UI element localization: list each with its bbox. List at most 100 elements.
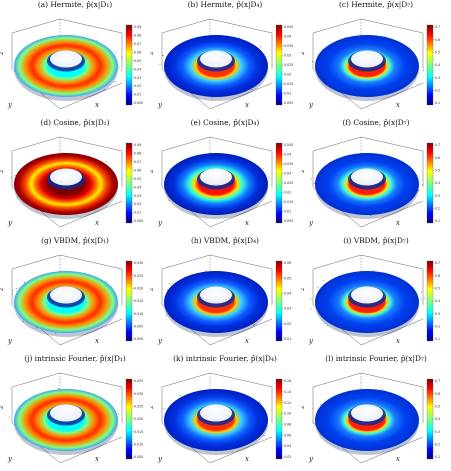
colorbar-tick-label: 0.000	[134, 337, 143, 341]
colorbar-tick-label: 0.005	[134, 455, 143, 459]
torus-density-plot: y x z 0.035 0.030 0.025 0.020 0.015 0.010 0.005	[0, 372, 143, 464]
panel-caption: (c) Hermite, p̂(x|D₇)	[338, 0, 414, 9]
x-axis-label: x	[95, 337, 99, 345]
colorbar-tick-label: 0.7	[435, 25, 440, 29]
colorbar-tick-label: 0.045	[284, 25, 293, 29]
colorbar-tick-label: 0.5	[435, 50, 440, 54]
colorbar-tick-label: 0.1	[435, 101, 440, 105]
colorbar-tick-label: 0.04	[284, 292, 291, 296]
y-axis-label: y	[7, 101, 13, 109]
z-axis-label: z	[0, 51, 5, 56]
colorbar-tick-label: 0.1	[435, 219, 440, 223]
panel-caption: (e) Cosine, p̂(x|D₄)	[190, 118, 260, 127]
colorbar-tick-label: 0.16	[284, 379, 291, 383]
y-axis-label: y	[157, 219, 163, 227]
colorbar-tick-label: 0.6	[435, 156, 440, 160]
colorbar-tick-label: 0.2	[435, 206, 440, 210]
torus-hole	[200, 50, 232, 68]
colorbar-tick-label: 0.025	[284, 63, 293, 67]
colorbar-tick-label: 0.14	[284, 390, 291, 394]
colorbar-tick-label: 0.010	[134, 442, 143, 446]
colorbar	[426, 378, 434, 460]
x-axis-label: x	[396, 219, 400, 227]
torus-hole	[50, 50, 82, 68]
colorbar-tick-label: 0.02	[284, 322, 291, 326]
colorbar-tick-label: 0.7	[435, 261, 440, 265]
colorbar-tick-label: 0.4	[435, 181, 440, 185]
colorbar-tick-label: 0.01	[134, 211, 141, 215]
y-axis-label: y	[308, 337, 314, 345]
colorbar-tick-label: 0.025	[134, 274, 143, 278]
colorbar-tick-label: 0.08	[134, 34, 141, 38]
torus-hole	[50, 168, 82, 186]
colorbar-tick-label: 0.7	[435, 143, 440, 147]
colorbar-tick-label: 0.030	[134, 261, 143, 265]
colorbar-tick-label: 0.03	[284, 54, 291, 58]
x-axis-label: x	[396, 101, 400, 109]
torus-hole	[50, 404, 82, 422]
colorbar-tick-label: 0.3	[435, 194, 440, 198]
colorbar	[275, 378, 283, 460]
y-axis-label: y	[308, 101, 314, 109]
z-axis-label: z	[150, 287, 155, 292]
x-axis-label: x	[245, 219, 249, 227]
colorbar-tick-label: 0.02	[284, 455, 291, 459]
torus-hole	[200, 286, 232, 304]
z-axis-label: z	[301, 169, 306, 174]
panel-caption: (d) Cosine, p̂(x|D₁)	[40, 118, 110, 127]
colorbar-tick-label: 0.010	[134, 312, 143, 316]
colorbar-tick-label: 0.7	[435, 379, 440, 383]
colorbar-tick-label: 0.015	[284, 200, 293, 204]
colorbar-tick-label: 0.4	[435, 63, 440, 67]
panel-caption: (l) intrinsic Fourier, p̂(x|D₇)	[325, 354, 427, 363]
torus-density-plot: y x z 0.06 0.05 0.04 0.03 0.02 0.01	[150, 254, 291, 346]
y-axis-label: y	[7, 337, 13, 345]
y-axis-label: y	[7, 219, 13, 227]
colorbar-tick-label: 0.000	[134, 101, 143, 105]
torus-density-plot: y x z 0.7 0.6 0.5 0.4 0.3 0.2 0.1	[301, 254, 440, 346]
z-axis-label: z	[0, 287, 5, 292]
colorbar-tick-label: 0.04	[284, 444, 291, 448]
colorbar-tick-label: 0.05	[134, 59, 141, 63]
torus-hole	[50, 286, 82, 304]
colorbar-tick-label: 0.05	[134, 177, 141, 181]
panel-caption: (b) Hermite, p̂(x|D₄)	[187, 0, 263, 9]
colorbar-tick-label: 0.6	[435, 392, 440, 396]
colorbar-tick-label: 0.4	[435, 417, 440, 421]
colorbar-tick-label: 0.5	[435, 404, 440, 408]
y-axis-label: y	[157, 337, 163, 345]
colorbar-tick-label: 0.015	[134, 299, 143, 303]
colorbar	[426, 260, 434, 342]
x-axis-label: x	[95, 219, 99, 227]
colorbar-tick-label: 0.07	[134, 160, 141, 164]
colorbar	[275, 260, 283, 342]
colorbar-tick-label: 0.2	[435, 324, 440, 328]
panel-a: (a) Hermite, p̂(x|D₁) y x z 0.09 0.08 0.07 0.06…	[0, 0, 150, 117]
panel-i: (i) VBDM, p̂(x|D₇) y x z 0.7 0.6 0.5 0.4 0.3 0.2 0…	[301, 236, 451, 353]
colorbar-tick-label: 0.01	[284, 92, 291, 96]
panel-e: (e) Cosine, p̂(x|D₄) y x z 0.045 0.04 0.035 0.0…	[150, 118, 300, 235]
colorbar-tick-label: 0.02	[134, 84, 141, 88]
colorbar	[125, 378, 133, 460]
x-axis-label: x	[245, 455, 249, 463]
z-axis-label: z	[301, 51, 306, 56]
panel-l: (l) intrinsic Fourier, p̂(x|D₇) y x z 0.7 0.6…	[301, 354, 451, 471]
colorbar-tick-label: 0.06	[134, 168, 141, 172]
colorbar-tick-label: 0.08	[284, 423, 291, 427]
colorbar-tick-label: 0.06	[134, 50, 141, 54]
torus-density-plot: y x z 0.045 0.04 0.035 0.03 0.025 0.02 0.015 0.01 0…	[150, 18, 293, 110]
z-axis-label: z	[150, 405, 155, 410]
colorbar-tick-label: 0.4	[435, 299, 440, 303]
colorbar-tick-label: 0.3	[435, 312, 440, 316]
colorbar-tick-label: 0.5	[435, 168, 440, 172]
colorbar-tick-label: 0.09	[134, 25, 141, 29]
colorbar-tick-label: 0.10	[284, 412, 291, 416]
colorbar-tick-label: 0.020	[134, 286, 143, 290]
colorbar-tick-label: 0.01	[284, 337, 291, 341]
x-axis-label: x	[95, 455, 99, 463]
colorbar-tick-label: 0.035	[284, 162, 293, 166]
panel-caption: (j) intrinsic Fourier, p̂(x|D₁)	[24, 354, 126, 363]
colorbar-tick-label: 0.02	[134, 202, 141, 206]
panel-caption: (i) VBDM, p̂(x|D₇)	[343, 236, 409, 245]
